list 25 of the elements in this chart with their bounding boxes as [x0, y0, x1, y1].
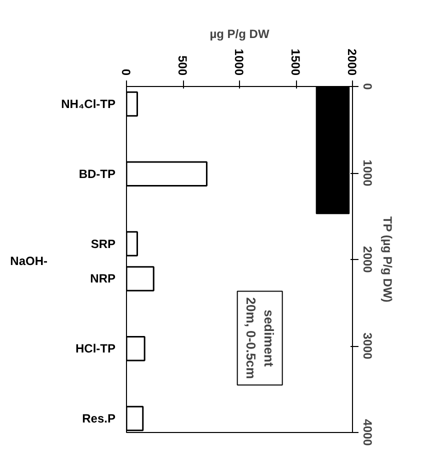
- y2-tick-label: 3000: [360, 332, 374, 360]
- x-axis-title: µg P/g DW: [210, 26, 270, 41]
- x-tick-label: 0: [119, 68, 133, 76]
- y-tick-label: BD-TP: [78, 166, 116, 181]
- y-tick-label: HCl-TP: [76, 342, 116, 356]
- bar: [126, 231, 138, 256]
- y2-tick-label: 0: [360, 83, 374, 90]
- y2-tick-label: 4000: [360, 419, 374, 446]
- bar: [126, 266, 154, 292]
- y-tick-label: NRP: [90, 272, 116, 286]
- text: NaOH-: [10, 254, 48, 268]
- x-tick-label: 1500: [288, 48, 302, 76]
- annotation: sediment 20m, 0-0.5cm: [243, 297, 276, 379]
- x-tick-label: 500: [176, 55, 190, 76]
- y2-axis-title: TP (µg P/g DW): [380, 216, 394, 302]
- x-tick-label: 1000: [232, 48, 246, 76]
- x-tick-label: 2000: [345, 48, 359, 76]
- bar: [126, 161, 208, 187]
- bar: [126, 91, 138, 117]
- y2-tick-label: 2000: [360, 246, 374, 274]
- y-tick-label: SRP: [90, 236, 116, 251]
- y-tick-label: Res.P: [82, 412, 116, 426]
- y-tick-label: NH₄Cl-TP: [61, 96, 116, 111]
- y2-tick-label: 1000: [360, 160, 374, 187]
- bar: [126, 336, 146, 362]
